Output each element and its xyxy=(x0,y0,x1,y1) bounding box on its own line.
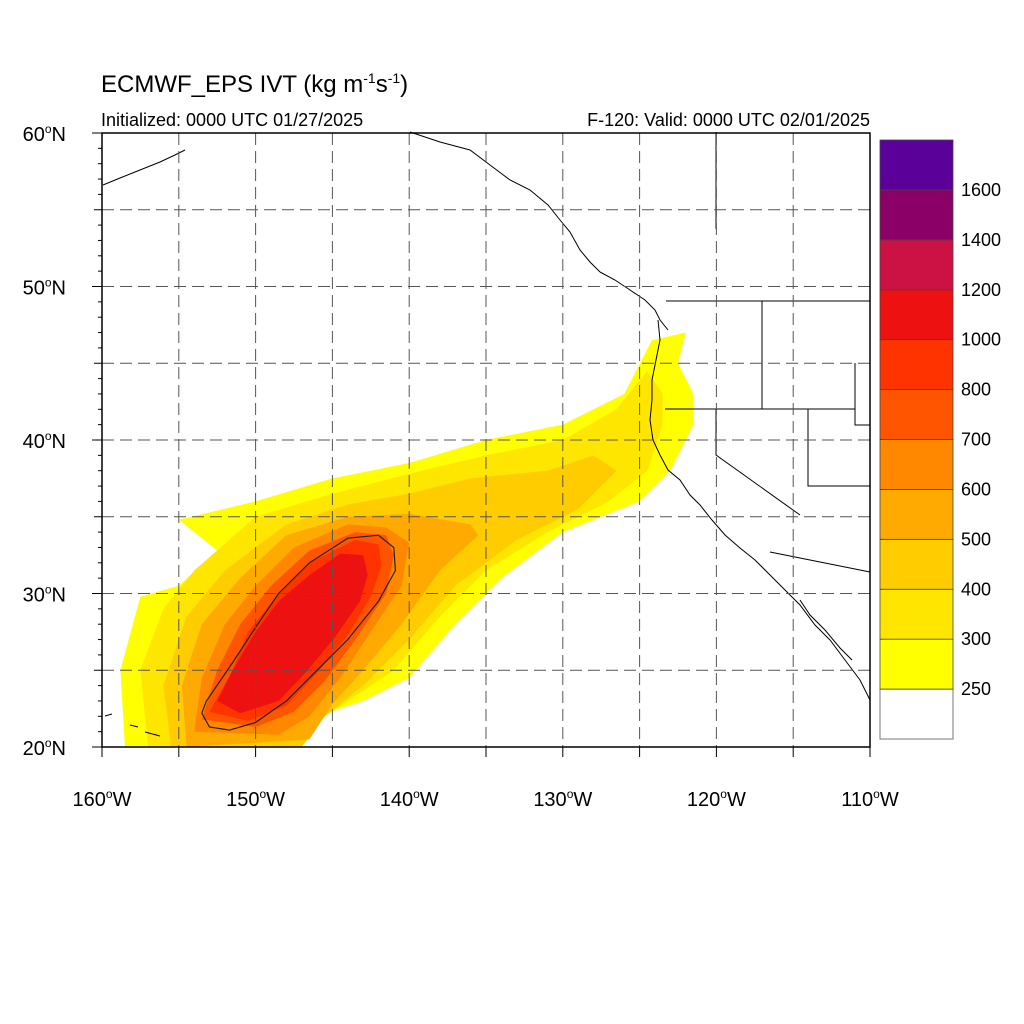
political-borders xyxy=(665,132,871,573)
coastlines xyxy=(102,131,871,737)
initialized-time: Initialized: 0000 UTC 01/27/2025 xyxy=(101,110,364,130)
colorbar-label-600: 600 xyxy=(961,479,991,499)
valid-time: F-120: Valid: 0000 UTC 02/01/2025 xyxy=(587,110,870,130)
latitude-labels: 60oN 50oN 40oN 30oN 20oN xyxy=(23,122,66,760)
ivt-region-1000 xyxy=(217,553,368,714)
title-exponent-2: -1 xyxy=(387,70,401,86)
lat-label-40: 40oN xyxy=(23,429,66,453)
contour-1000 xyxy=(201,534,397,731)
lat-label-30: 30oN xyxy=(23,583,66,607)
title-exponent-1: -1 xyxy=(363,70,376,86)
alaska-coastline xyxy=(409,131,601,273)
colorbar-swatch-700 xyxy=(879,389,954,440)
colorbar-swatch-500 xyxy=(879,489,954,540)
colorbar-label-1200: 1200 xyxy=(961,280,1001,300)
title-close: ) xyxy=(400,71,409,98)
lon-label-110: 110oW xyxy=(841,787,899,811)
colorbar-swatch-below xyxy=(879,688,954,740)
aleutian-coastline xyxy=(102,149,186,186)
ivt-fills xyxy=(120,332,694,747)
colorbar-swatch-800 xyxy=(879,339,954,390)
hawaii-islands xyxy=(104,713,161,737)
colorbar-swatch-600 xyxy=(879,439,954,490)
axis-ticks xyxy=(92,132,871,757)
lat-label-60: 60oN xyxy=(23,122,66,146)
title-text: ECMWF_EPS IVT (kg m xyxy=(101,71,364,98)
colorbar-swatch-1600 xyxy=(879,139,954,191)
lat-lon-grid xyxy=(102,133,870,747)
west-coastline xyxy=(649,319,871,701)
colorbar-swatch-300 xyxy=(879,588,954,640)
lon-label-140: 140oW xyxy=(380,787,439,811)
bc-coastline xyxy=(599,271,669,331)
lon-label-130: 130oW xyxy=(533,787,592,811)
colorbar-swatch-1200 xyxy=(879,239,954,291)
colorbar-label-250: 250 xyxy=(961,679,991,699)
colorbar-label-400: 400 xyxy=(961,579,991,599)
ivt-colorbar: 250 300 400 500 600 700 800 1000 1200 1400 1600 xyxy=(879,139,1001,740)
colorbar-label-500: 500 xyxy=(961,529,991,549)
colorbar-label-1600: 1600 xyxy=(961,180,1001,200)
state-lines xyxy=(761,301,870,487)
colorbar-swatch-400 xyxy=(879,538,954,590)
lat-label-50: 50oN xyxy=(23,276,66,300)
colorbar-label-800: 800 xyxy=(961,380,991,400)
ivt-1000-contour xyxy=(201,534,397,731)
us-mexico-border xyxy=(769,551,871,573)
longitude-labels: 160oW 150oW 140oW 130oW 120oW 110oW xyxy=(73,787,899,811)
lon-label-150: 150oW xyxy=(226,787,285,811)
lon-label-160: 160oW xyxy=(73,787,132,811)
california-nevada-border xyxy=(715,409,801,516)
title-unit-s: s xyxy=(375,71,388,98)
colorbar-swatch-250 xyxy=(879,638,954,690)
colorbar-label-300: 300 xyxy=(961,629,991,649)
baja-coastline xyxy=(799,599,853,661)
colorbar-swatch-1000 xyxy=(879,289,954,341)
colorbar-label-700: 700 xyxy=(961,430,991,450)
colorbar-swatch-1400 xyxy=(879,189,954,241)
colorbar-label-1000: 1000 xyxy=(961,330,1001,350)
lat-label-20: 20oN xyxy=(23,736,66,760)
map-title: ECMWF_EPS IVT (kg m-1s-1) xyxy=(101,70,408,99)
lon-label-120: 120oW xyxy=(687,787,746,811)
colorbar-label-1400: 1400 xyxy=(961,230,1001,250)
